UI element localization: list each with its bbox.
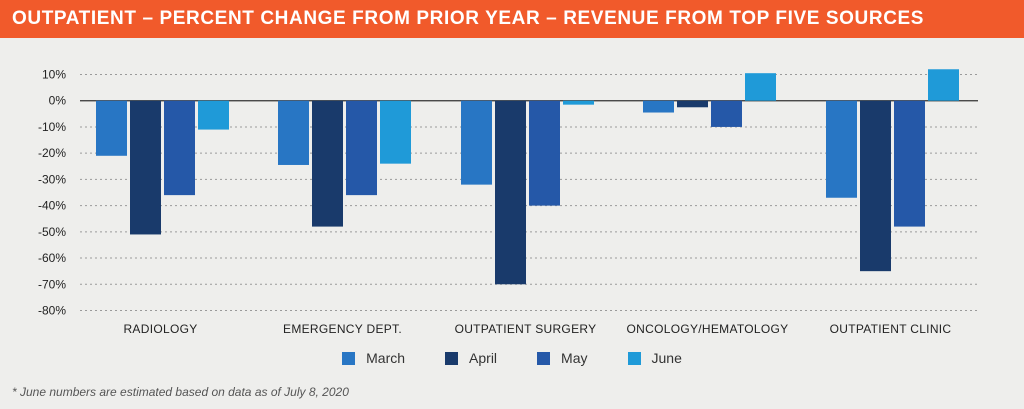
bar-april <box>495 100 526 285</box>
bar-april <box>312 100 343 227</box>
category-label: OUTPATIENT SURGERY <box>455 322 597 336</box>
legend-swatch <box>627 351 641 365</box>
y-tick-label: -20% <box>38 146 66 160</box>
y-tick-label: -40% <box>38 199 66 213</box>
bar-april <box>130 100 161 235</box>
legend-swatch <box>537 351 551 365</box>
legend-label: April <box>469 350 498 366</box>
category-label: RADIOLOGY <box>123 322 197 336</box>
footnote: * June numbers are estimated based on da… <box>12 385 349 399</box>
chart-title: OUTPATIENT – PERCENT CHANGE FROM PRIOR Y… <box>0 0 1024 38</box>
y-tick-label: -50% <box>38 225 66 239</box>
y-tick-label: -60% <box>38 251 66 265</box>
category-label: OUTPATIENT CLINIC <box>830 322 952 336</box>
y-tick-label: 0% <box>49 94 67 108</box>
category-label: ONCOLOGY/HEMATOLOGY <box>627 322 789 336</box>
y-tick-label: -10% <box>38 120 66 134</box>
bar-march <box>826 100 857 198</box>
legend-item-march: March <box>342 350 405 366</box>
bar-may <box>529 100 560 206</box>
bar-april <box>677 100 708 108</box>
legend-item-june: June <box>627 350 682 366</box>
bar-june <box>745 73 776 101</box>
y-tick-label: -70% <box>38 277 66 291</box>
bar-may <box>894 100 925 227</box>
legend-label: May <box>561 350 588 366</box>
bar-june <box>928 69 959 101</box>
y-tick-label: 10% <box>42 68 66 82</box>
bar-chart: 10% 0% -10% -20% -30% -40% -50% -60% -70% -80% RAD… <box>38 68 978 336</box>
legend: March April May June <box>0 350 1024 366</box>
bar-march <box>278 100 309 165</box>
legend-label: June <box>651 350 682 366</box>
y-tick-label: -30% <box>38 172 66 186</box>
bar-june <box>380 100 411 164</box>
legend-label: March <box>366 350 406 366</box>
legend-swatch <box>342 351 356 365</box>
bar-march <box>461 100 492 185</box>
bar-may <box>711 100 742 127</box>
bar-april <box>860 100 891 272</box>
bar-june <box>563 100 594 105</box>
bar-june <box>198 100 229 130</box>
bar-may <box>346 100 377 196</box>
legend-swatch <box>445 351 459 365</box>
legend-item-april: April <box>445 350 497 366</box>
category-label: EMERGENCY DEPT. <box>283 322 402 336</box>
bar-march <box>643 100 674 113</box>
bar-march <box>96 100 127 156</box>
legend-item-may: May <box>537 350 588 366</box>
y-tick-label: -80% <box>38 304 66 318</box>
bar-may <box>164 100 195 196</box>
